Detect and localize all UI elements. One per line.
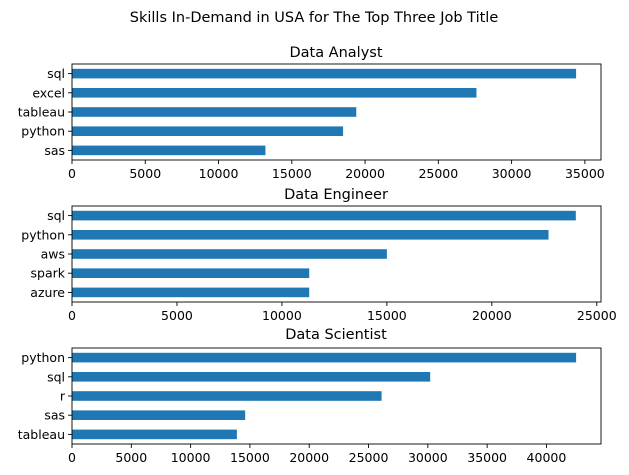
y-tick-label: r bbox=[60, 389, 66, 404]
x-tick-label: 30000 bbox=[408, 450, 448, 465]
chart-data-analyst: Data Analyst sql excel tableau python sas 0 5… bbox=[18, 45, 605, 181]
bar-aws bbox=[72, 249, 387, 259]
x-tick-label: 10000 bbox=[199, 166, 239, 181]
chart-title: Data Analyst bbox=[289, 45, 382, 61]
bar-python bbox=[72, 126, 344, 136]
x-tick-label: 0 bbox=[68, 308, 76, 323]
bar-sas bbox=[72, 145, 266, 156]
x-tick-label: 20000 bbox=[289, 450, 329, 465]
x-tick-label: 10000 bbox=[262, 308, 302, 323]
x-axis: 0 5000 10000 15000 20000 25000 bbox=[68, 302, 617, 323]
x-tick-label: 15000 bbox=[272, 166, 312, 181]
x-axis: 0 5000 10000 15000 20000 25000 30000 35000 40000 bbox=[68, 444, 566, 465]
y-axis: sql python aws spark azure bbox=[21, 208, 72, 300]
x-tick-label: 0 bbox=[68, 450, 76, 465]
bar-r bbox=[72, 391, 382, 401]
y-tick-label: tableau bbox=[18, 427, 65, 442]
y-tick-label: sas bbox=[44, 408, 65, 423]
x-tick-label: 15000 bbox=[367, 308, 407, 323]
y-tick-label: python bbox=[21, 227, 65, 242]
y-tick-label: aws bbox=[41, 247, 65, 262]
x-tick-label: 30000 bbox=[492, 166, 532, 181]
y-axis: sql excel tableau python sas bbox=[18, 66, 72, 158]
y-tick-label: sql bbox=[47, 66, 65, 81]
bar-azure bbox=[72, 287, 310, 298]
bar-spark bbox=[72, 268, 310, 278]
x-tick-label: 40000 bbox=[527, 450, 567, 465]
chart-title: Data Engineer bbox=[284, 187, 388, 203]
x-tick-label: 35000 bbox=[565, 166, 605, 181]
bar-python bbox=[72, 230, 549, 240]
bar-group bbox=[72, 352, 577, 440]
x-tick-label: 0 bbox=[68, 166, 76, 181]
y-tick-label: python bbox=[21, 124, 65, 139]
bar-group bbox=[72, 210, 576, 298]
chart-data-scientist: Data Scientist python sql r sas tableau 0 500… bbox=[18, 327, 602, 465]
x-axis: 0 5000 10000 15000 20000 25000 30000 35000 bbox=[68, 160, 605, 181]
chart-data-engineer: Data Engineer sql python aws spark azure 0 50… bbox=[21, 187, 616, 323]
x-tick-label: 35000 bbox=[467, 450, 507, 465]
y-axis: python sql r sas tableau bbox=[18, 350, 72, 442]
bar-sql bbox=[72, 68, 577, 79]
x-tick-label: 5000 bbox=[129, 166, 161, 181]
figure-suptitle: Skills In-Demand in USA for The Top Thre… bbox=[130, 10, 499, 26]
x-tick-label: 25000 bbox=[349, 450, 389, 465]
x-tick-label: 20000 bbox=[345, 166, 385, 181]
bar-sas bbox=[72, 410, 246, 420]
x-tick-label: 25000 bbox=[577, 308, 617, 323]
bar-sql bbox=[72, 372, 431, 382]
y-tick-label: python bbox=[21, 350, 65, 365]
x-tick-label: 25000 bbox=[418, 166, 458, 181]
bar-group bbox=[72, 68, 577, 156]
bar-tableau bbox=[72, 429, 237, 440]
x-tick-label: 5000 bbox=[161, 308, 193, 323]
x-tick-label: 20000 bbox=[472, 308, 512, 323]
y-tick-label: sas bbox=[44, 143, 65, 158]
y-tick-label: tableau bbox=[18, 105, 65, 120]
x-tick-label: 15000 bbox=[230, 450, 270, 465]
bar-excel bbox=[72, 88, 477, 98]
y-tick-label: sql bbox=[47, 369, 65, 384]
chart-title: Data Scientist bbox=[285, 327, 387, 343]
x-tick-label: 10000 bbox=[171, 450, 211, 465]
y-tick-label: excel bbox=[32, 85, 65, 100]
x-tick-label: 5000 bbox=[115, 450, 147, 465]
bar-tableau bbox=[72, 107, 357, 117]
bar-sql bbox=[72, 210, 576, 221]
y-tick-label: spark bbox=[31, 266, 66, 281]
bar-python bbox=[72, 352, 577, 363]
y-tick-label: sql bbox=[47, 208, 65, 223]
y-tick-label: azure bbox=[30, 285, 65, 300]
